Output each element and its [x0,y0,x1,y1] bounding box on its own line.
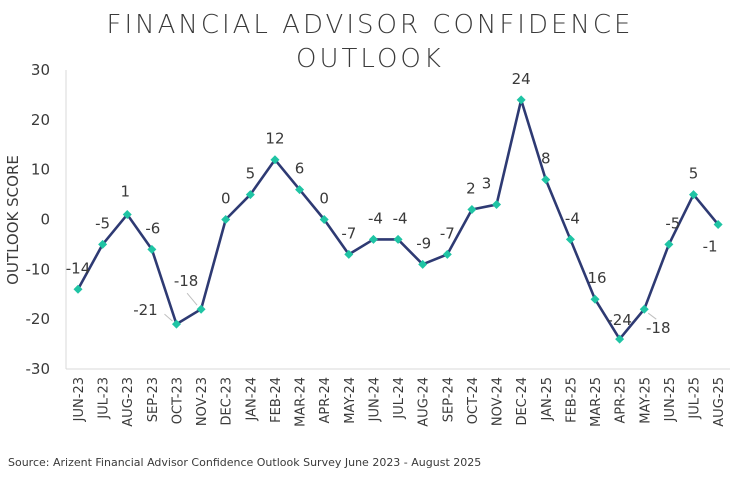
x-tick-label: SEP-24 [441,377,456,422]
x-tick-label: SEP-23 [146,377,161,422]
data-point [368,234,378,244]
data-label: 5 [246,165,256,183]
data-point [639,304,649,314]
data-point [565,234,575,244]
x-tick-label: MAY-25 [638,377,653,424]
data-point [541,175,551,185]
data-point [98,239,108,249]
data-point [492,200,502,210]
data-point [615,334,625,344]
x-tick-label: JUL-24 [392,377,407,420]
x-tick-label: NOV-24 [491,377,506,426]
data-label: -21 [133,301,158,319]
data-point [196,304,206,314]
data-point [171,319,181,329]
data-point [147,244,157,254]
y-tick-label: -20 [26,310,51,328]
data-point [319,215,329,224]
leader-line [186,292,198,306]
data-point [713,219,723,229]
chart-title-line-1: FINANCIAL ADVISOR CONFIDENCE [106,10,634,40]
x-tick-label: FEB-25 [564,377,579,423]
y-tick-label: 0 [40,211,50,229]
data-point [295,185,305,195]
data-point [393,234,403,244]
chart-title: FINANCIAL ADVISOR CONFIDENCE OUTLOOK [0,8,740,76]
data-label: 24 [512,70,531,88]
x-tick-label: APR-24 [318,377,333,423]
data-point [467,205,477,215]
data-point [516,95,526,105]
x-tick-label: JUL-23 [97,377,112,420]
x-tick-label: JUN-24 [367,377,382,422]
x-tick-label: DEC-23 [220,377,235,426]
data-label: 2 [466,180,476,198]
x-tick-label: JAN-24 [244,377,259,421]
data-point [122,210,132,220]
data-label: -4 [565,209,580,227]
y-tick-label: 30 [31,61,50,79]
source-note: Source: Arizent Financial Advisor Confid… [8,456,482,469]
data-label: -24 [607,311,632,329]
data-label: -1 [703,237,718,255]
y-axis-label: OUTLOOK SCORE [4,155,22,285]
x-tick-label: JUN-23 [72,377,87,422]
data-point [664,239,674,249]
x-tick-label: OCT-24 [466,377,481,424]
x-tick-label: JUN-25 [663,377,678,422]
data-label: -9 [416,234,431,252]
chart-title-line-2: OUTLOOK [296,44,444,74]
y-tick-label: -30 [26,360,51,378]
data-label: -18 [646,319,671,337]
leader-line [647,312,657,320]
x-tick-label: AUG-25 [712,377,727,427]
data-point [590,294,600,304]
data-point [270,155,280,165]
y-tick-label: 20 [31,111,50,129]
data-label: -14 [66,259,91,277]
data-label: -4 [368,209,383,227]
data-label: -7 [341,224,356,242]
x-tick-label: AUG-23 [121,377,136,427]
data-point [344,249,354,259]
data-label: 12 [265,130,284,148]
data-point [245,190,255,200]
data-point [418,259,428,269]
data-label: 1 [120,183,130,201]
data-label: -6 [145,219,160,237]
data-label: 3 [482,175,492,193]
x-tick-label: MAY-24 [343,377,358,424]
data-label: -5 [665,214,680,232]
data-label: 0 [221,190,231,208]
data-label: -4 [393,209,408,227]
x-tick-label: FEB-24 [269,377,284,423]
x-tick-label: MAR-24 [294,377,309,427]
data-label: 0 [319,190,329,208]
data-label: 6 [295,160,305,178]
data-label: 16 [587,269,606,287]
data-point [442,249,452,259]
data-label: -7 [440,224,455,242]
x-tick-label: JUL-25 [688,377,703,420]
x-tick-label: OCT-23 [170,377,185,424]
x-tick-label: NOV-23 [195,377,210,426]
data-point [221,215,231,224]
data-point [73,284,83,294]
y-tick-label: 10 [31,161,50,179]
data-label: -18 [174,272,199,290]
y-tick-label: -10 [26,260,51,278]
data-label: -5 [95,214,110,232]
data-label: 8 [541,150,551,168]
x-tick-label: DEC-24 [515,377,530,426]
x-tick-label: APR-25 [614,377,629,423]
data-label: 5 [689,165,699,183]
x-tick-label: AUG-24 [417,377,432,427]
x-tick-label: MAR-25 [589,377,604,427]
data-point [689,190,698,200]
x-tick-label: JAN-25 [540,377,555,421]
leader-line [164,313,173,322]
